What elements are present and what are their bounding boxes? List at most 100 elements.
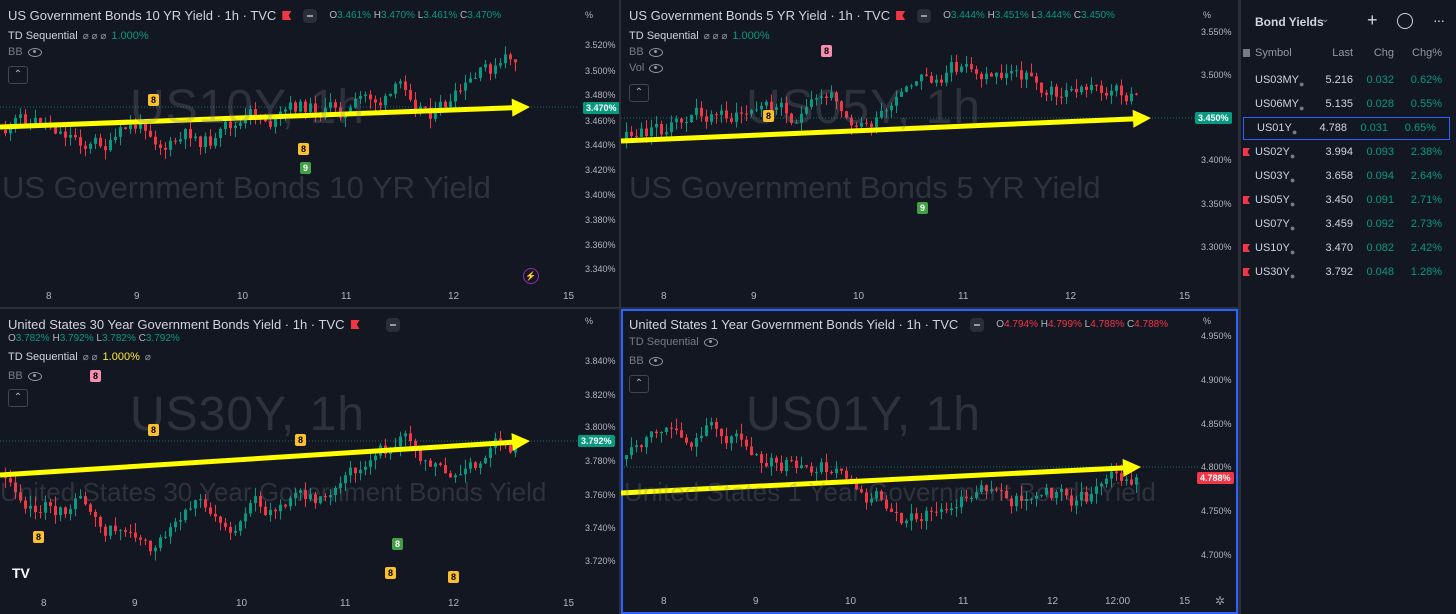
- watchlist-row[interactable]: US30Y ● 3.792 0.048 1.28%: [1241, 261, 1456, 284]
- candle-body: [1105, 92, 1108, 96]
- candle-body: [785, 102, 788, 114]
- candle-body: [449, 101, 452, 108]
- flag-icon[interactable]: [1243, 148, 1250, 156]
- td-badge: 8: [90, 370, 102, 382]
- candle-body: [745, 113, 748, 115]
- y-tick: 3.300%: [1201, 242, 1232, 252]
- indicator-td-sequential[interactable]: TD Sequential ⌀ ⌀ ⌀ 1.000%: [629, 30, 770, 42]
- more-icon[interactable]: ···: [1433, 12, 1445, 28]
- candle-body: [1120, 473, 1123, 481]
- flag-icon[interactable]: [1243, 268, 1250, 276]
- watchlist-row[interactable]: US03Y ● 3.658 0.094 2.64%: [1241, 165, 1456, 188]
- candle-body: [474, 77, 477, 79]
- candle-body: [745, 439, 748, 447]
- chart-pane-us05y[interactable]: US Government Bonds 5 YR Yield · 1h · TV…: [621, 0, 1238, 307]
- collapse-legend-icon[interactable]: [303, 8, 318, 23]
- candle-body: [640, 128, 643, 137]
- col-symbol[interactable]: Symbol: [1255, 47, 1292, 59]
- collapse-indicators-button[interactable]: ⌃: [8, 389, 28, 407]
- candle-body: [449, 473, 452, 478]
- candle-body: [1110, 90, 1113, 96]
- chart-title[interactable]: United States 1 Year Government Bonds Yi…: [629, 317, 959, 332]
- watchlist-title[interactable]: Bond Yields: [1255, 15, 1324, 29]
- settings-icons: ⌀ ⌀ ⌀: [82, 30, 107, 42]
- chart-pane-us01y[interactable]: United States 1 Year Government Bonds Yi…: [621, 309, 1238, 614]
- add-symbol-icon[interactable]: +: [1367, 10, 1378, 30]
- watchlist-row[interactable]: US05Y ● 3.450 0.091 2.71%: [1241, 189, 1456, 212]
- flag-icon[interactable]: [1243, 244, 1250, 252]
- indicator-bb[interactable]: BB: [629, 46, 663, 58]
- candle-body: [204, 499, 207, 508]
- flag-icon[interactable]: [1243, 196, 1250, 204]
- collapse-indicators-button[interactable]: ⌃: [8, 66, 28, 84]
- candle-body: [900, 91, 903, 97]
- chevron-down-icon[interactable]: ⌄: [1321, 14, 1330, 25]
- candle-body: [805, 106, 808, 114]
- trend-arrow-head: [511, 98, 530, 117]
- flag-column-icon[interactable]: [1243, 49, 1250, 57]
- collapse-legend-icon[interactable]: [385, 317, 400, 332]
- gear-icon[interactable]: ✲: [1215, 594, 1226, 608]
- candle-body: [179, 520, 182, 522]
- indicator-bb[interactable]: BB: [8, 370, 42, 382]
- indicator-td-sequential[interactable]: TD Sequential ⌀ ⌀ ⌀ 1.000%: [8, 30, 149, 42]
- td-badge: 8: [821, 45, 833, 57]
- tradingview-logo[interactable]: TV: [12, 565, 30, 581]
- advanced-view-icon[interactable]: [1397, 13, 1413, 29]
- watchlist-row[interactable]: US01Y ● 4.788 0.031 0.65%: [1243, 117, 1450, 140]
- watchlist-row[interactable]: US03MY ● 5.216 0.032 0.62%: [1241, 69, 1456, 92]
- candle-body: [1005, 490, 1008, 499]
- candle-body: [129, 531, 132, 533]
- candle-body: [915, 513, 918, 520]
- ohlc-values: O4.794% H4.799% L4.788% C4.788%: [996, 319, 1169, 330]
- chart-pane-us10y[interactable]: US Government Bonds 10 YR Yield · 1h · T…: [0, 0, 619, 307]
- watchlist-row[interactable]: US10Y ● 3.470 0.082 2.42%: [1241, 237, 1456, 260]
- indicator-bb[interactable]: BB: [629, 355, 663, 367]
- x-tick: 15: [1179, 596, 1191, 607]
- candle-body: [765, 101, 768, 106]
- flag-icon[interactable]: [282, 11, 292, 20]
- indicator-vol[interactable]: Vol: [629, 62, 664, 74]
- chart-title[interactable]: US Government Bonds 10 YR Yield · 1h · T…: [8, 8, 277, 23]
- candle-body: [109, 139, 112, 151]
- watchlist-row[interactable]: US07Y ● 3.459 0.092 2.73%: [1241, 213, 1456, 236]
- row-chgp: 0.65%: [1404, 122, 1436, 134]
- collapse-indicators-button[interactable]: ⌃: [629, 375, 649, 393]
- col-chg[interactable]: Chg: [1373, 47, 1394, 59]
- candle-body: [1110, 471, 1113, 479]
- row-last: 5.216: [1325, 74, 1353, 86]
- candle-body: [820, 462, 823, 472]
- col-last[interactable]: Last: [1332, 47, 1353, 59]
- candle-body: [855, 125, 858, 127]
- candle-body: [735, 112, 738, 122]
- candle-body: [940, 509, 943, 512]
- collapse-legend-icon[interactable]: [917, 8, 932, 23]
- candle-body: [885, 499, 888, 509]
- flag-icon[interactable]: [350, 320, 360, 329]
- lightning-icon[interactable]: ⚡: [523, 268, 539, 284]
- candle-body: [910, 513, 913, 521]
- candle-body: [209, 136, 212, 146]
- chart-title[interactable]: US Government Bonds 5 YR Yield · 1h · TV…: [629, 8, 891, 23]
- candle-body: [720, 110, 723, 115]
- candle-body: [850, 117, 853, 126]
- indicator-td-sequential[interactable]: TD Sequential: [629, 336, 718, 348]
- candle-body: [294, 492, 297, 499]
- collapse-legend-icon[interactable]: [970, 317, 985, 332]
- flag-icon[interactable]: [896, 11, 906, 20]
- x-tick: 12: [448, 291, 460, 302]
- hidden-eye-icon: [649, 63, 664, 73]
- candle-body: [710, 421, 713, 426]
- col-chgp[interactable]: Chg%: [1412, 47, 1442, 59]
- candles-us05y: [621, 54, 1198, 149]
- candle-body: [1130, 93, 1133, 102]
- candle-body: [1005, 73, 1008, 79]
- collapse-indicators-button[interactable]: ⌃: [629, 84, 649, 102]
- chart-pane-us30y[interactable]: United States 30 Year Government Bonds Y…: [0, 309, 619, 614]
- indicator-bb[interactable]: BB: [8, 46, 42, 58]
- indicator-td-sequential[interactable]: TD Sequential ⌀ ⌀ 1.000% ⌀: [8, 351, 151, 363]
- candle-body: [1115, 85, 1118, 91]
- watchlist-row[interactable]: US02Y ● 3.994 0.093 2.38%: [1241, 141, 1456, 164]
- chart-title[interactable]: United States 30 Year Government Bonds Y…: [8, 317, 345, 332]
- watchlist-row[interactable]: US06MY ● 5.135 0.028 0.55%: [1241, 93, 1456, 116]
